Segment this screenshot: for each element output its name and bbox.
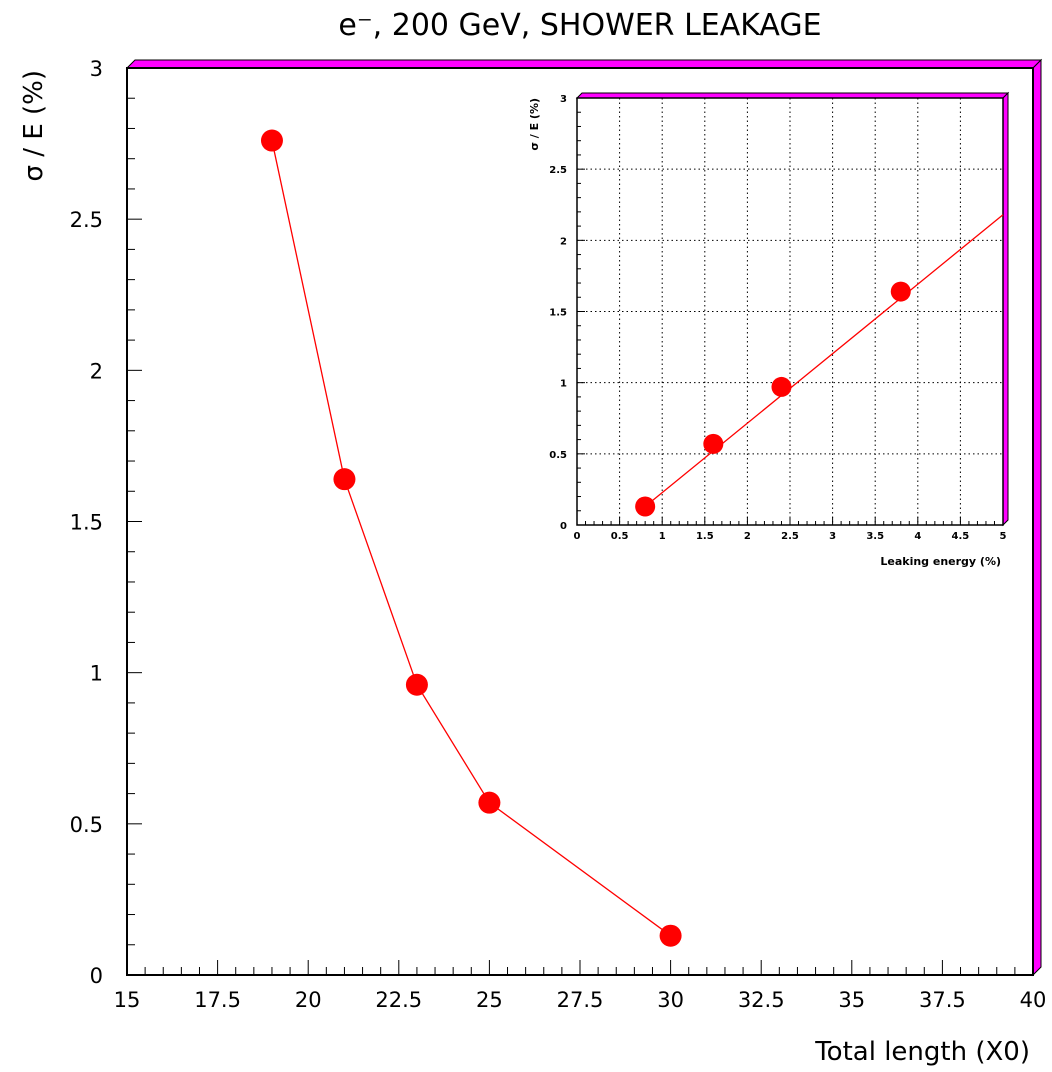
main-axis-ticks: 15 17.5 20 22.5 25 27.5 30 32.5 35 37.5 4000.511.5… <box>70 57 1047 1012</box>
inset-x-tick-label: 5 <box>1000 531 1007 542</box>
inset-data-series <box>635 214 1004 517</box>
inset-data-point <box>703 433 724 454</box>
main-x-tick-label: 32.5 <box>738 988 785 1012</box>
main-y-tick-label: 2 <box>90 359 103 383</box>
main-data-series <box>260 129 682 947</box>
main-y-tick-label: 1 <box>90 662 103 686</box>
main-x-tick-label: 27.5 <box>557 988 604 1012</box>
inset-y-tick-label: 0.5 <box>549 450 567 461</box>
inset-x-tick-label: 2 <box>744 531 751 542</box>
inset-chart: Leaking energy (%) σ / E (%) 0 0.5 1 1.5 2 2.… <box>528 91 1010 568</box>
main-x-tick-label: 35 <box>838 988 865 1012</box>
main-y-tick-label: 1.5 <box>70 511 103 535</box>
inset-y-tick-label: 0 <box>560 521 567 532</box>
inset-y-tick-label: 2.5 <box>549 165 567 176</box>
main-frame <box>126 67 1034 976</box>
inset-x-tick-label: 0.5 <box>611 531 629 542</box>
inset-y-tick-label: 1.5 <box>549 308 567 319</box>
inset-fit-line <box>644 214 1004 508</box>
inset-x-tick-label: 2.5 <box>781 531 799 542</box>
main-data-point <box>405 673 428 696</box>
main-frame-shadow-right <box>1032 58 1042 977</box>
main-x-tick-label: 22.5 <box>375 988 422 1012</box>
main-x-tick-label: 40 <box>1020 988 1047 1012</box>
inset-x-tick-label: 3.5 <box>866 531 884 542</box>
main-plot-frame <box>125 58 1043 977</box>
inset-x-tick-label: 4.5 <box>952 531 970 542</box>
main-x-tick-label: 37.5 <box>919 988 966 1012</box>
chart-title: e⁻, 200 GeV, SHOWER LEAKAGE <box>338 8 821 43</box>
main-data-point <box>260 129 283 152</box>
inset-plot-frame <box>575 91 1010 527</box>
main-x-tick-label: 20 <box>295 988 322 1012</box>
main-x-tick-label: 15 <box>114 988 141 1012</box>
main-y-tick-label: 2.5 <box>70 208 103 232</box>
inset-x-tick-label: 3 <box>829 531 836 542</box>
y-axis-label: σ / E (%) <box>19 70 49 181</box>
main-x-tick-label: 17.5 <box>194 988 241 1012</box>
main-x-tick-label: 30 <box>657 988 684 1012</box>
main-x-tick-label: 25 <box>476 988 503 1012</box>
main-data-point <box>333 468 356 491</box>
main-y-tick-label: 3 <box>90 57 103 81</box>
x-axis-label: Total length (X0) <box>814 1037 1030 1067</box>
inset-grid <box>577 98 1003 525</box>
inset-x-tick-label: 1 <box>659 531 666 542</box>
inset-y-axis-label: σ / E (%) <box>528 98 541 151</box>
inset-data-point <box>890 281 911 302</box>
inset-y-tick-label: 2 <box>560 236 567 247</box>
main-frame-shadow-top <box>125 59 1043 69</box>
inset-axis-ticks: 0 0.5 1 1.5 2 2.5 3 3.5 4 4.5 5 0 0.5 1 1.5 2 2.5 3 <box>549 94 1006 542</box>
inset-data-point <box>635 496 656 517</box>
main-y-tick-label: 0 <box>90 964 103 988</box>
main-y-tick-label: 0.5 <box>70 813 103 837</box>
inset-x-tick-label: 1.5 <box>696 531 714 542</box>
main-data-point <box>478 791 501 814</box>
inset-x-tick-label: 0 <box>574 531 581 542</box>
inset-y-tick-label: 3 <box>560 94 567 105</box>
inset-x-axis-label: Leaking energy (%) <box>880 555 1001 568</box>
inset-y-tick-label: 1 <box>560 379 567 390</box>
main-data-point <box>659 924 682 947</box>
inset-x-tick-label: 4 <box>914 531 921 542</box>
inset-data-point <box>771 376 792 397</box>
